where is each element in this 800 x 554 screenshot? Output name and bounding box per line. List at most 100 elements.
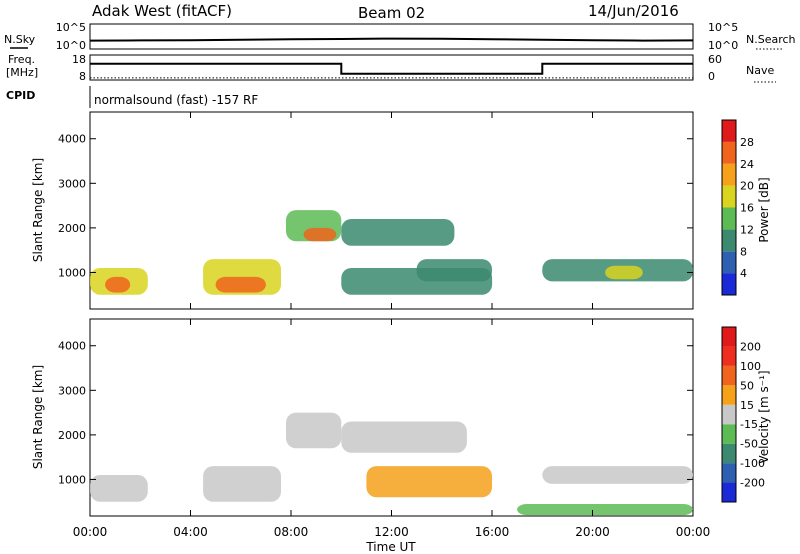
freq-left-tick-bottom: 8	[79, 70, 86, 83]
velocity-colorbar-swatch	[722, 365, 736, 386]
time-tick-label: 20:00	[575, 525, 610, 539]
time-tick-label: 00:00	[73, 525, 108, 539]
power-echo-region	[416, 259, 492, 282]
power-axes: 1000 2000 3000 4000	[58, 112, 694, 309]
velocity-echo-region	[203, 466, 281, 502]
power-colorbar-swatch	[722, 207, 736, 230]
freq-right-tick-top: 60	[708, 53, 722, 66]
power-colorbar-tick: 24	[740, 158, 754, 171]
velocity-colorbar-swatch	[722, 482, 736, 502]
power-colorbar-tick: 8	[740, 245, 747, 258]
velocity-echo-region	[517, 504, 693, 516]
freq-right-label: Nave	[746, 64, 774, 77]
time-tick-label: 12:00	[374, 525, 409, 539]
power-colorbar-swatch	[722, 229, 736, 252]
power-colorbar-tick: 4	[740, 267, 747, 280]
sky-left-tick-bottom: 10^0	[56, 39, 86, 52]
power-ylabel: Slant Range [km]	[31, 158, 45, 262]
velocity-colorbar-tick: 200	[740, 340, 761, 353]
sky-series-line	[89, 37, 694, 42]
power-ytick-label: 3000	[58, 177, 86, 190]
cpid-label: CPID	[6, 89, 35, 102]
radar-title: Adak West (fitACF)	[92, 2, 232, 20]
freq-left-label-2: [MHz]	[6, 66, 38, 79]
power-echo-region	[105, 276, 131, 293]
power-colorbar-swatch	[722, 120, 736, 142]
velocity-panel: 1000 2000 3000 4000 Slant Range [km] 200 100…	[31, 318, 771, 517]
power-colorbar-swatch	[722, 273, 736, 295]
velocity-axes: 1000 2000 3000 4000	[58, 319, 694, 516]
sky-left-label: N.Sky	[4, 33, 36, 46]
velocity-colorbar-tick: -200	[740, 477, 765, 490]
velocity-echo-region	[366, 466, 492, 498]
power-ytick-label: 4000	[58, 133, 86, 146]
power-colorbar-tick: 12	[740, 223, 754, 236]
velocity-ytick-label: 3000	[58, 384, 86, 397]
velocity-colorbar-swatch	[722, 443, 736, 464]
power-echo-region	[303, 227, 337, 242]
velocity-ylabel: Slant Range [km]	[31, 365, 45, 469]
velocity-colorbar-tick: 50	[740, 379, 754, 392]
velocity-colorbar-tick: 15	[740, 399, 754, 412]
power-colorbar-swatch	[722, 141, 736, 164]
power-colorbar-label: Power [dB]	[757, 177, 771, 242]
velocity-colorbar-swatch	[722, 404, 736, 425]
cpid-text: normalsound (fast) -157 RF	[94, 93, 258, 107]
time-tick-label: 16:00	[475, 525, 510, 539]
power-data	[90, 210, 694, 295]
power-colorbar-swatch	[722, 251, 736, 274]
velocity-ytick-label: 2000	[58, 429, 86, 442]
sky-panel-frame	[89, 23, 694, 50]
velocity-colorbar-swatch	[722, 346, 736, 366]
freq-panel: Freq. [MHz] 18 8 60 0 Nave	[6, 53, 776, 83]
freq-right-tick-bottom: 0	[708, 70, 715, 83]
velocity-echo-region	[286, 412, 342, 449]
sky-panel: N.Sky 10^5 10^0 10^5 10^0 N.Search	[4, 21, 796, 52]
velocity-colorbar-frame	[721, 326, 737, 503]
velocity-colorbar-label: Velocity [m s⁻¹]	[757, 370, 771, 463]
sky-right-tick-top: 10^5	[708, 21, 738, 34]
velocity-colorbar-tick: -50	[740, 438, 758, 451]
time-axis-label: Time UT	[365, 540, 416, 554]
power-echo-region	[215, 276, 266, 293]
power-colorbar-frame	[721, 119, 737, 296]
freq-left-tick-top: 18	[72, 53, 86, 66]
velocity-echo-region	[341, 421, 467, 453]
power-colorbar-swatch	[722, 163, 736, 186]
time-tick-label: 08:00	[274, 525, 309, 539]
beam-label: Beam 02	[358, 4, 425, 22]
time-tick-label: 04:00	[173, 525, 208, 539]
velocity-ytick-label: 1000	[58, 473, 86, 486]
velocity-colorbar: 200 100 50 15 -15 -50 -100 -200	[721, 326, 765, 503]
date-label: 14/Jun/2016	[588, 2, 679, 20]
power-colorbar: 4 8 12 16 20 24 28	[721, 119, 754, 296]
velocity-colorbar-tick: 100	[740, 360, 761, 373]
freq-series-line	[90, 62, 693, 75]
velocity-ytick-label: 4000	[58, 340, 86, 353]
velocity-colorbar-swatch	[722, 385, 736, 405]
power-colorbar-tick: 16	[740, 202, 754, 215]
velocity-colorbar-swatch	[722, 424, 736, 444]
power-colorbar-tick: 20	[740, 180, 754, 193]
velocity-echo-region	[90, 475, 148, 502]
freq-left-label-1: Freq.	[8, 53, 35, 66]
power-echo-region	[341, 219, 455, 246]
velocity-echo-region	[542, 466, 694, 484]
power-panel: 1000 2000 3000 4000 Slant Range [km] 4 8 12 16…	[31, 111, 771, 310]
power-ytick-label: 1000	[58, 266, 86, 279]
time-tick-label: 00:00	[676, 525, 711, 539]
power-colorbar-tick: 28	[740, 136, 754, 149]
sky-left-tick-top: 10^5	[56, 21, 86, 34]
velocity-data	[90, 412, 694, 516]
sky-right-tick-bottom: 10^0	[708, 39, 738, 52]
freq-panel-frame	[89, 54, 694, 81]
time-axis: 00:00 04:00 08:00 12:00 16:00 20:00 00:00	[73, 525, 711, 539]
velocity-colorbar-tick: -15	[740, 418, 758, 431]
power-echo-region	[605, 265, 643, 280]
velocity-colorbar-swatch	[722, 327, 736, 347]
power-colorbar-swatch	[722, 185, 736, 208]
sky-right-label: N.Search	[746, 33, 796, 46]
velocity-colorbar-swatch	[722, 463, 736, 483]
power-ytick-label: 2000	[58, 222, 86, 235]
